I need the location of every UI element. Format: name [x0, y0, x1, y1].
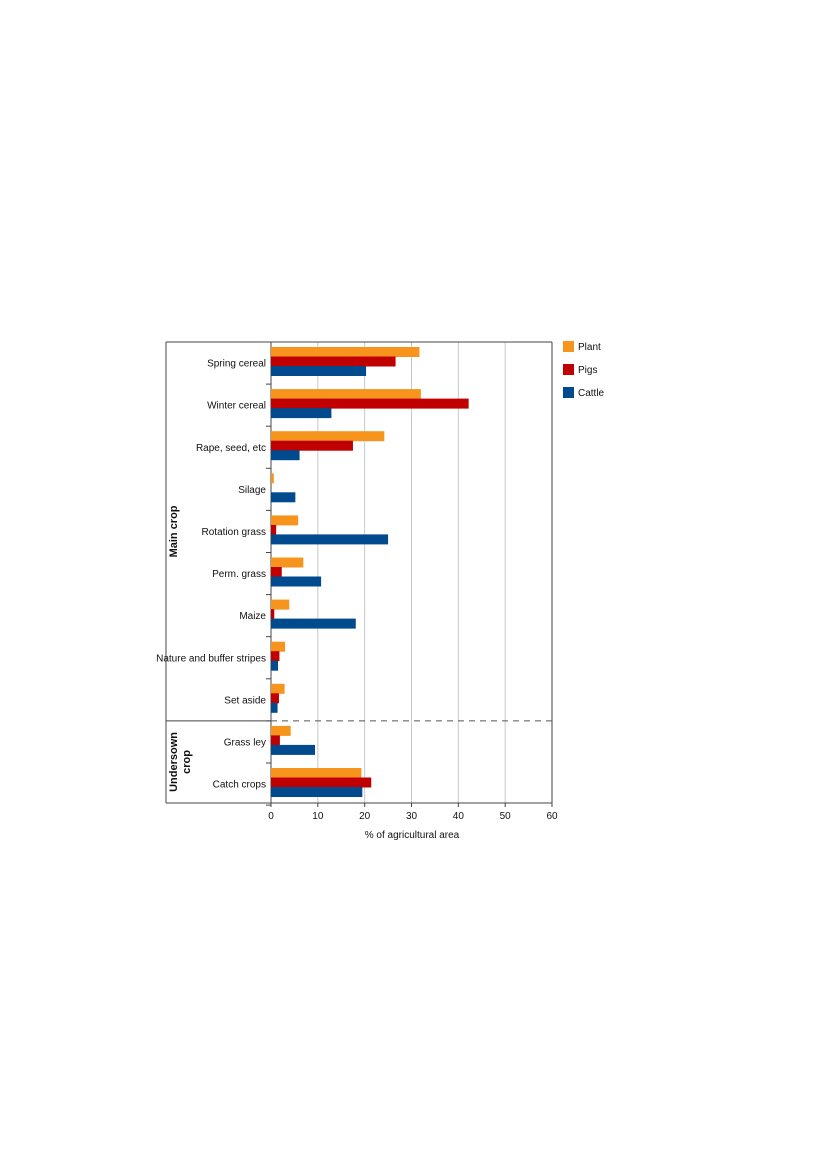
x-tick-label: 20 — [359, 811, 371, 822]
x-tick-label: 50 — [500, 811, 512, 822]
legend-swatch-pigs — [563, 364, 574, 375]
category-label: Rotation grass — [202, 527, 266, 538]
category-label: Grass ley — [224, 737, 266, 748]
legend-swatch-cattle — [563, 387, 574, 398]
bar-pigs-9 — [271, 693, 279, 704]
legend: Plant Pigs Cattle — [563, 341, 605, 399]
category-labels: Spring cereal Winter cereal Rape, seed, et… — [156, 359, 266, 791]
group-label-line: Undersown — [168, 732, 180, 792]
bar-plant-9 — [271, 683, 285, 694]
group-label-undersown-crop: Undersowncrop — [168, 732, 193, 792]
bar-plant-6 — [271, 557, 304, 568]
legend-label-cattle: Cattle — [578, 388, 605, 399]
bar-plant-7 — [271, 599, 290, 610]
group-label-line: crop — [181, 750, 193, 774]
bar-pigs-5 — [271, 524, 277, 535]
legend-label-pigs: Pigs — [578, 365, 597, 376]
bar-cattle-7 — [271, 618, 356, 629]
bar-plant-3 — [271, 431, 385, 442]
bar-pigs-2 — [271, 398, 469, 409]
bar-pigs-10 — [271, 735, 280, 746]
grid — [317, 342, 553, 803]
x-tick-label: 60 — [546, 811, 558, 822]
bar-plant-1 — [271, 347, 420, 357]
bar-plant-10 — [271, 725, 291, 736]
bar-cattle-8 — [271, 660, 279, 671]
group-labels: Main crop Undersowncrop — [168, 505, 193, 792]
category-label: Perm. grass — [212, 569, 266, 580]
bar-cattle-10 — [271, 744, 316, 755]
bar-cattle-2 — [271, 408, 332, 419]
bar-plant-5 — [271, 515, 299, 526]
bar-pigs-3 — [271, 440, 353, 451]
category-label: Winter cereal — [207, 401, 266, 412]
group-label-main-crop: Main crop — [168, 505, 180, 557]
category-label: Nature and buffer stripes — [156, 653, 266, 664]
category-label: Spring cereal — [207, 359, 266, 370]
bar-pigs-11 — [271, 777, 372, 788]
x-tick-label: 30 — [406, 811, 418, 822]
category-label: Silage — [238, 485, 266, 496]
bars — [271, 347, 469, 797]
x-tick-label: 0 — [268, 811, 274, 822]
chart-frame — [165, 341, 553, 806]
bar-cattle-9 — [271, 702, 278, 713]
bar-plant-4 — [271, 473, 274, 484]
legend-swatch-plant — [563, 341, 574, 352]
bar-pigs-8 — [271, 651, 280, 662]
bar-cattle-1 — [271, 366, 367, 376]
bar-cattle-11 — [271, 787, 363, 797]
legend-label-plant: Plant — [578, 342, 601, 353]
bar-pigs-7 — [271, 609, 275, 620]
bar-plant-2 — [271, 389, 421, 400]
bar-plant-8 — [271, 641, 286, 652]
bar-pigs-1 — [271, 356, 396, 367]
x-tick-label: 10 — [312, 811, 324, 822]
category-label: Rape, seed, etc — [196, 443, 266, 454]
bar-cattle-3 — [271, 450, 300, 461]
x-axis-ticks: 0 10 20 30 40 50 60 — [268, 803, 558, 822]
bar-cattle-4 — [271, 492, 296, 503]
x-tick-label: 40 — [453, 811, 465, 822]
category-label: Maize — [239, 611, 266, 622]
bar-pigs-6 — [271, 567, 282, 577]
bar-cattle-6 — [271, 576, 322, 587]
bar-plant-11 — [271, 768, 362, 778]
x-axis-title: % of agricultural area — [365, 830, 460, 841]
category-label: Catch crops — [213, 780, 266, 791]
category-label: Set aside — [224, 695, 266, 706]
bar-cattle-5 — [271, 534, 389, 545]
